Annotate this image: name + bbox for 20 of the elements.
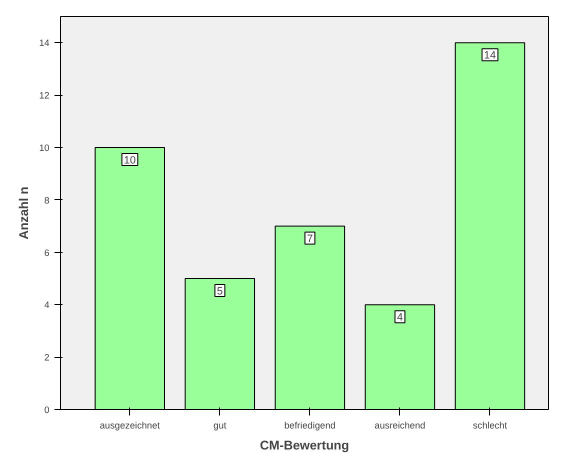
data-label: 4 <box>396 312 403 324</box>
x-tick-label: befriedigend <box>284 420 336 430</box>
y-tick-label: 14 <box>39 38 50 48</box>
x-tick-label: schlecht <box>472 420 508 430</box>
y-tick-label: 12 <box>39 90 50 101</box>
y-tick-label: 10 <box>39 143 50 153</box>
data-label: 10 <box>124 154 136 166</box>
x-axis-title: CM-Bewertung <box>260 438 350 452</box>
y-tick-label: 4 <box>44 300 50 310</box>
x-tick-label: ausgezeichnet <box>100 420 160 430</box>
x-tick-label: ausreichend <box>374 420 426 430</box>
data-label: 14 <box>484 50 496 62</box>
data-label: 7 <box>306 233 313 246</box>
y-tick-label: 6 <box>44 248 50 258</box>
y-axis-title: Anzahl n <box>17 186 32 240</box>
y-tick-label: 8 <box>44 195 50 206</box>
y-tick-label: 0 <box>44 405 50 415</box>
y-tick-label: 2 <box>44 352 50 363</box>
data-label: 5 <box>216 286 223 298</box>
x-tick-label: gut <box>213 420 227 430</box>
